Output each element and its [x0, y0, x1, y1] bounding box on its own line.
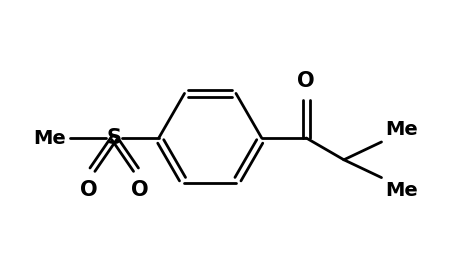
Text: O: O [131, 180, 149, 200]
Text: Me: Me [385, 181, 418, 200]
Text: O: O [80, 180, 97, 200]
Text: O: O [297, 71, 315, 91]
Text: S: S [107, 128, 122, 148]
Text: Me: Me [33, 129, 66, 147]
Text: Me: Me [385, 120, 418, 139]
